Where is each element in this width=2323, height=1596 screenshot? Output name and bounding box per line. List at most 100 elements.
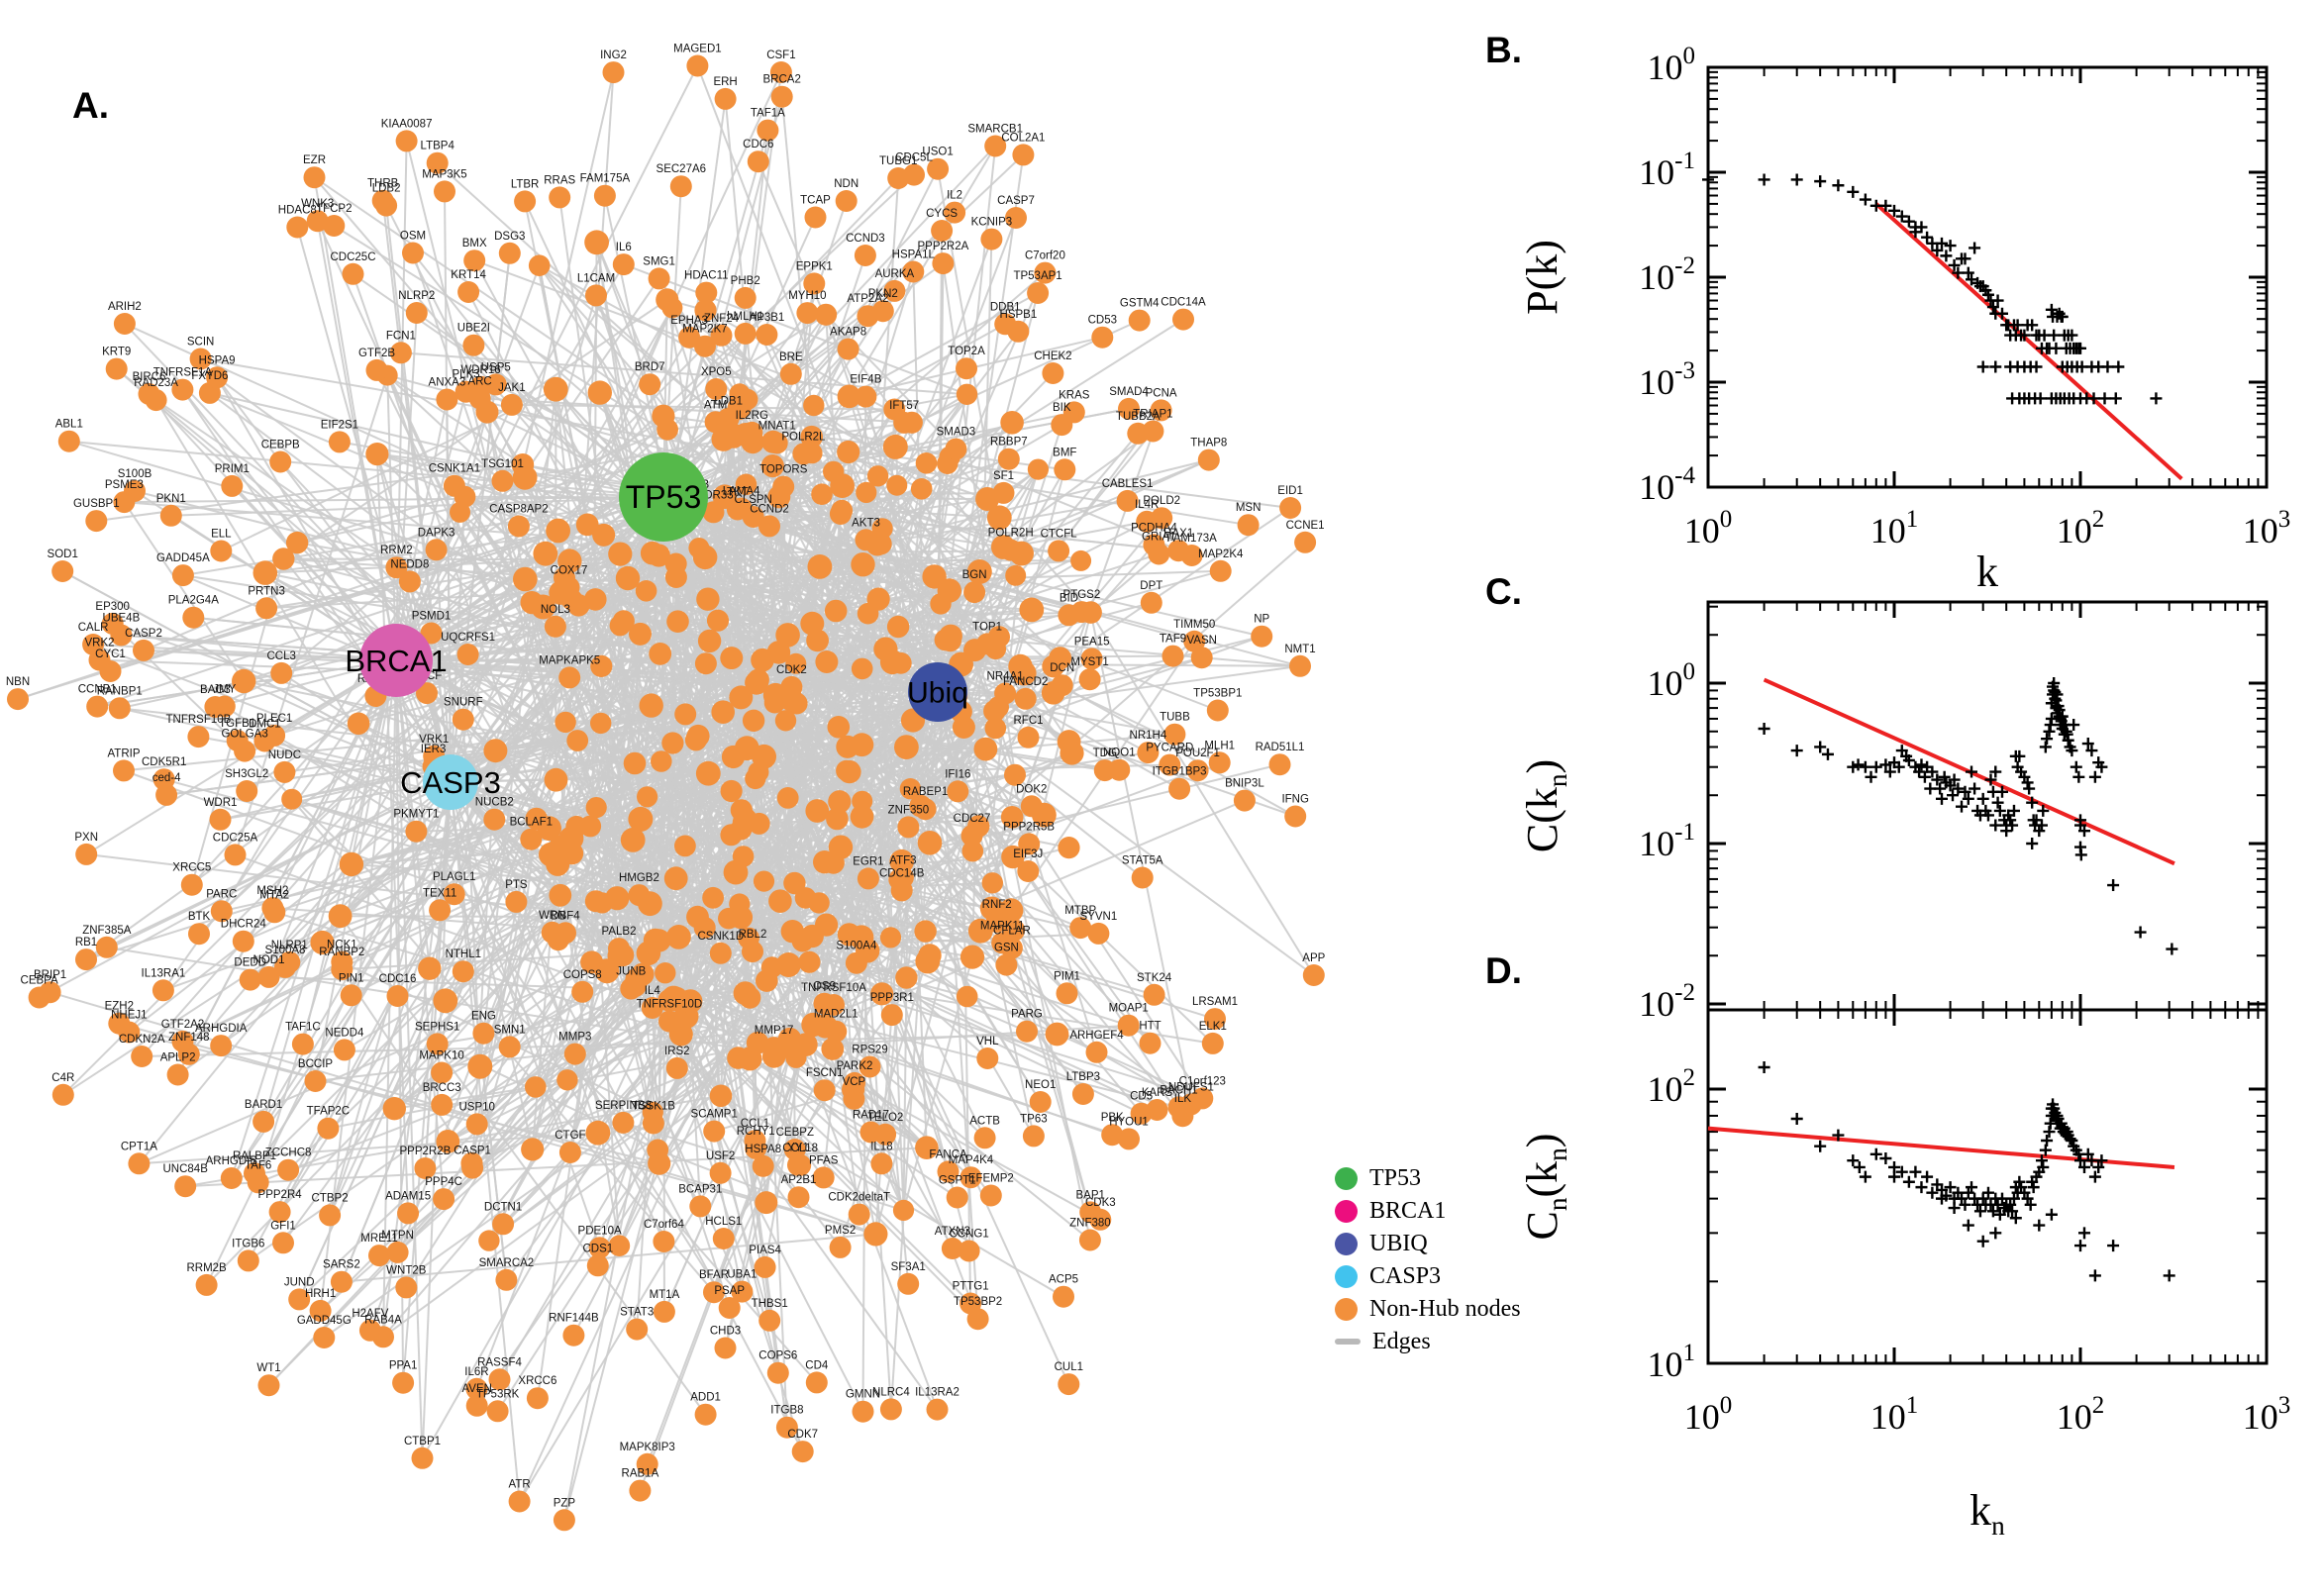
node-label: BAP1 bbox=[1075, 1189, 1104, 1201]
node-label: VRK1 bbox=[419, 734, 449, 746]
node bbox=[783, 1139, 806, 1160]
node-label: IL4R bbox=[1135, 499, 1159, 511]
node bbox=[994, 682, 1017, 705]
y-axis-label: P(k) bbox=[1518, 240, 1566, 315]
node bbox=[1078, 668, 1101, 691]
node-label: BIRC6 bbox=[133, 371, 166, 383]
node-label: TRIAP1 bbox=[1133, 409, 1172, 421]
hub-label-casp3: CASP3 bbox=[400, 765, 501, 800]
node-label: DPT bbox=[1140, 580, 1162, 592]
node-label: SMAD3 bbox=[937, 427, 976, 439]
node bbox=[824, 599, 848, 623]
node bbox=[960, 1166, 982, 1189]
node bbox=[1093, 759, 1116, 782]
node bbox=[812, 1166, 835, 1189]
node-label: IL2 bbox=[947, 190, 962, 202]
node bbox=[1101, 1124, 1124, 1147]
node bbox=[587, 380, 612, 405]
node bbox=[385, 556, 408, 579]
node-label: NCK1 bbox=[327, 940, 357, 951]
node bbox=[252, 1110, 275, 1133]
node bbox=[712, 1228, 735, 1249]
node bbox=[1058, 604, 1080, 627]
node bbox=[358, 1319, 381, 1342]
node-label: TCAP bbox=[800, 195, 831, 207]
node-label: CDK5R1 bbox=[142, 756, 186, 768]
node-label: LAMA4 bbox=[723, 486, 760, 498]
node-label: NBN bbox=[6, 676, 30, 688]
node-label: CDC6 bbox=[743, 139, 773, 150]
node bbox=[426, 1033, 449, 1055]
node bbox=[879, 1398, 902, 1421]
node bbox=[642, 1112, 664, 1135]
node bbox=[492, 1213, 515, 1236]
node bbox=[317, 1117, 340, 1140]
node bbox=[1018, 833, 1041, 855]
node bbox=[171, 378, 194, 401]
node bbox=[429, 899, 452, 922]
node-label: PSAP bbox=[714, 1285, 745, 1297]
node bbox=[549, 883, 572, 907]
node bbox=[858, 1055, 881, 1078]
node bbox=[133, 639, 154, 661]
node bbox=[75, 948, 97, 971]
node bbox=[1201, 1032, 1224, 1054]
node-label: PCDHA4 bbox=[1131, 522, 1177, 534]
node bbox=[508, 1490, 531, 1513]
node-label: TDG bbox=[1093, 748, 1117, 759]
node bbox=[436, 388, 458, 411]
node bbox=[758, 1309, 781, 1332]
node-label: CCL18 bbox=[782, 1143, 818, 1154]
node bbox=[488, 1368, 511, 1391]
node bbox=[1020, 795, 1043, 818]
node-label: KRT14 bbox=[451, 269, 486, 281]
node-label: LDB2 bbox=[372, 183, 401, 195]
tick-label: 100 bbox=[1684, 506, 1733, 550]
node bbox=[188, 923, 210, 946]
node bbox=[1171, 1105, 1194, 1128]
node-label: FAM175A bbox=[580, 173, 631, 185]
node bbox=[710, 324, 733, 347]
node bbox=[113, 759, 135, 782]
node bbox=[769, 61, 792, 83]
node-label: LDB1 bbox=[714, 396, 743, 408]
node-label: XRCC6 bbox=[518, 1375, 556, 1387]
node-label: AVEN bbox=[461, 1383, 491, 1395]
node bbox=[270, 661, 293, 684]
node-label: RAB4A bbox=[364, 1314, 402, 1326]
node bbox=[558, 666, 581, 689]
node bbox=[1186, 759, 1209, 782]
node bbox=[770, 85, 793, 108]
legend-label: Non-Hub nodes bbox=[1369, 1295, 1521, 1322]
node bbox=[95, 936, 118, 958]
node bbox=[1128, 309, 1151, 332]
node bbox=[776, 787, 799, 809]
node-label: PRIM1 bbox=[215, 463, 250, 475]
node bbox=[255, 597, 278, 620]
node-label: S100B bbox=[118, 468, 152, 480]
tick-label: 101 bbox=[1648, 1340, 1696, 1384]
node-label: DCN bbox=[1050, 662, 1074, 674]
node-label: MAP4K4 bbox=[949, 1154, 994, 1166]
node bbox=[986, 505, 1012, 531]
node-label: NOD1 bbox=[253, 954, 285, 966]
node bbox=[1005, 564, 1027, 586]
hub-node-ubiq bbox=[908, 662, 967, 722]
node-label: TUBG1 bbox=[879, 155, 917, 167]
axis-ticks bbox=[1706, 65, 2269, 489]
y-axis-label: Cn(kn) bbox=[1518, 1134, 1572, 1241]
node-label: STAT5A bbox=[1122, 855, 1163, 867]
node bbox=[692, 545, 718, 570]
node bbox=[753, 870, 775, 892]
node bbox=[1139, 1032, 1162, 1054]
node-label: NLRC4 bbox=[872, 1386, 910, 1398]
node-label: POLD2 bbox=[1143, 495, 1180, 507]
node-label: COL2A1 bbox=[1001, 132, 1045, 144]
node bbox=[850, 804, 874, 829]
node-label: TAF1A bbox=[751, 108, 785, 120]
node-label: NDUFS1 bbox=[1168, 1081, 1214, 1093]
node-label: S100A4 bbox=[836, 941, 877, 952]
node-label: PPP2R4 bbox=[258, 1189, 303, 1201]
node bbox=[1004, 763, 1026, 786]
node bbox=[696, 587, 720, 611]
